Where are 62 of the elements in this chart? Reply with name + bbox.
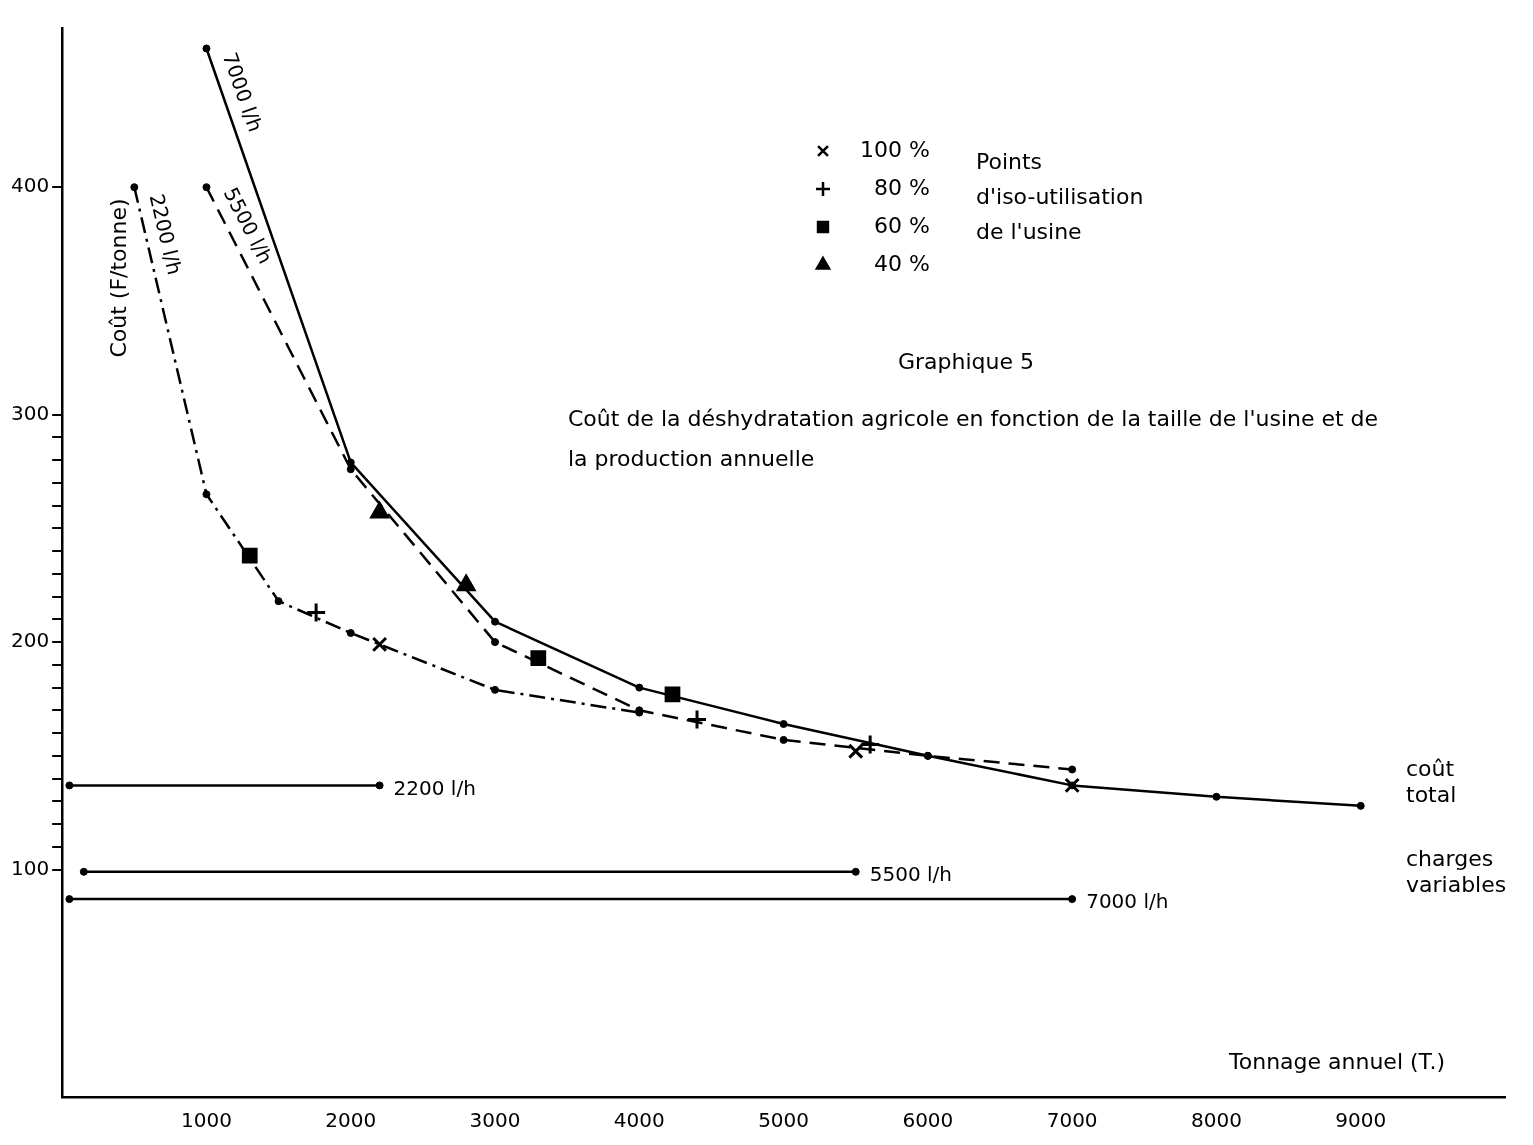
text: Coût de la déshydratation agricole en fonction de la taille de l'usine et de la production annuelle: [568, 405, 1379, 471]
series-label: 7000 l/h: [1086, 889, 1169, 914]
point: [305, 602, 327, 624]
text: Graphique 5: [898, 348, 1035, 374]
point: [375, 781, 384, 790]
point: [635, 683, 644, 692]
point: [686, 708, 708, 730]
point: [241, 547, 258, 564]
point: [79, 867, 88, 876]
y-tick-label: 400: [10, 173, 50, 198]
point: [371, 636, 388, 653]
text: 5500 l/h: [218, 183, 278, 268]
x-tick-label: 5000: [758, 1108, 810, 1133]
point: [491, 685, 500, 694]
legend-label: 40 %: [874, 250, 930, 276]
point: [530, 650, 547, 666]
point: [1356, 801, 1365, 810]
series-label: 5500 l/h: [869, 862, 952, 887]
point: [65, 895, 74, 904]
annotation: coût total: [1406, 755, 1457, 807]
legend-label: 60 %: [874, 212, 930, 238]
point: [779, 735, 788, 744]
legend-title: Points d'iso-utilisation de l'usine: [976, 148, 1144, 244]
series-label: 2200 l/h: [393, 775, 476, 800]
point: [1068, 765, 1077, 774]
annotation: charges variables: [1406, 845, 1507, 897]
point: [346, 629, 355, 638]
x-tick-label: 4000: [613, 1108, 665, 1133]
point: [202, 44, 211, 53]
point: [1212, 792, 1221, 801]
text: 2200 l/h: [144, 191, 187, 278]
x-tick-label: 3000: [469, 1108, 521, 1133]
point: [65, 781, 74, 790]
y-tick-label: 300: [10, 400, 50, 425]
point: [1068, 895, 1077, 904]
x-tick-label: 1000: [181, 1108, 232, 1133]
x-tick-label: 8000: [1190, 1108, 1242, 1133]
point: [1064, 777, 1081, 794]
legend-label: 80 %: [874, 174, 930, 200]
y-tick-label: 200: [10, 628, 50, 653]
point: [859, 733, 881, 755]
x-tick-label: 6000: [902, 1108, 954, 1133]
point: [779, 719, 788, 728]
x-tick-label: 2000: [325, 1108, 377, 1133]
point: [346, 465, 355, 474]
point: [1068, 781, 1077, 790]
point: [274, 597, 283, 606]
x-tick-label: 9000: [1335, 1108, 1387, 1133]
x-axis-title: Tonnage annuel (T.): [1228, 1048, 1445, 1074]
point: [851, 867, 860, 876]
legend-label: 100 %: [860, 136, 930, 162]
text: 7000 l/h: [217, 49, 268, 135]
point: [346, 458, 355, 467]
point: [202, 183, 211, 192]
point: [847, 743, 864, 760]
point: [491, 617, 500, 626]
y-axis-title: Coût (F/tonne): [105, 198, 131, 358]
point: [130, 183, 139, 192]
point: [491, 638, 500, 647]
x-tick-label: 7000: [1046, 1108, 1098, 1133]
y-tick-label: 100: [10, 855, 50, 880]
point: [202, 490, 211, 499]
